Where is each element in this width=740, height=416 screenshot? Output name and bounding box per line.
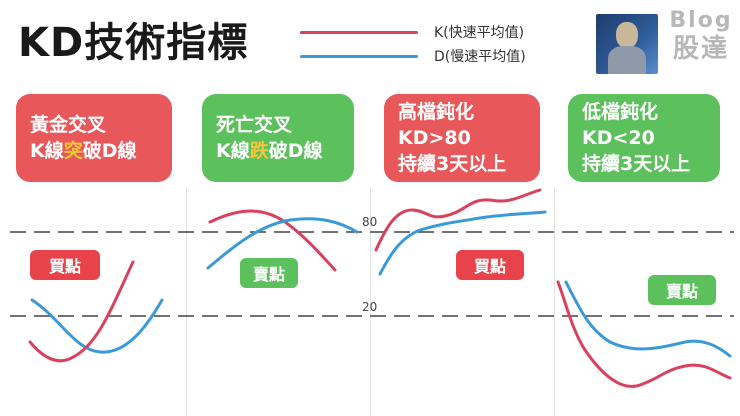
card-subtitle: K線跌破D線: [216, 140, 323, 162]
card-duration: 持續3天以上: [582, 153, 691, 175]
legend-item-k: K(快速平均值): [300, 22, 524, 42]
card-condition: KD>80: [398, 127, 471, 149]
d-curve: [564, 280, 732, 358]
card-subtitle: K線突破D線: [30, 140, 137, 162]
sell-signal-badge: 賣點: [648, 275, 716, 305]
page-title: KD技術指標: [18, 20, 249, 66]
card-title: 低檔鈍化: [582, 101, 659, 123]
k-curve: [556, 280, 732, 388]
logo-image: [596, 14, 658, 74]
sell-signal-badge: 賣點: [240, 258, 298, 288]
highlight-text: 跌: [249, 140, 269, 162]
d-curve: [206, 217, 359, 270]
card-condition: KD<20: [582, 127, 655, 149]
d-line-swatch: [300, 54, 418, 58]
card-title: 高檔鈍化: [398, 101, 475, 123]
card-death-cross: 死亡交叉 K線跌破D線: [202, 94, 354, 182]
card-golden-cross: 黃金交叉 K線突破D線: [16, 94, 172, 182]
highlight-text: 突: [63, 140, 83, 162]
card-low-blunting: 低檔鈍化 KD<20 持續3天以上: [568, 94, 720, 182]
buy-signal-badge: 買點: [30, 250, 100, 280]
legend-label-k: K(快速平均值): [434, 25, 525, 41]
k-line-swatch: [300, 30, 418, 34]
column-divider: [554, 188, 555, 416]
k-curve: [374, 188, 542, 252]
d-curve: [30, 298, 164, 354]
legend-label-d: D(慢速平均值): [434, 49, 526, 65]
card-title: 死亡交叉: [216, 114, 293, 136]
column-divider: [370, 188, 371, 416]
level-label-80: 80: [362, 215, 378, 229]
buy-signal-badge: 買點: [456, 250, 524, 280]
d-curve: [378, 210, 547, 276]
logo-line2: 股達: [672, 34, 729, 64]
column-divider: [186, 188, 187, 416]
card-title: 黃金交叉: [30, 114, 107, 136]
logo-line1: Blog: [669, 8, 733, 33]
k-curve: [28, 260, 135, 363]
card-high-blunting: 高檔鈍化 KD>80 持續3天以上: [384, 94, 540, 182]
blog-logo: Blog 股達: [666, 8, 736, 64]
card-duration: 持續3天以上: [398, 153, 507, 175]
level-label-20: 20: [362, 300, 378, 314]
legend-item-d: D(慢速平均值): [300, 46, 526, 66]
legend: K(快速平均值) D(慢速平均值): [300, 16, 540, 68]
